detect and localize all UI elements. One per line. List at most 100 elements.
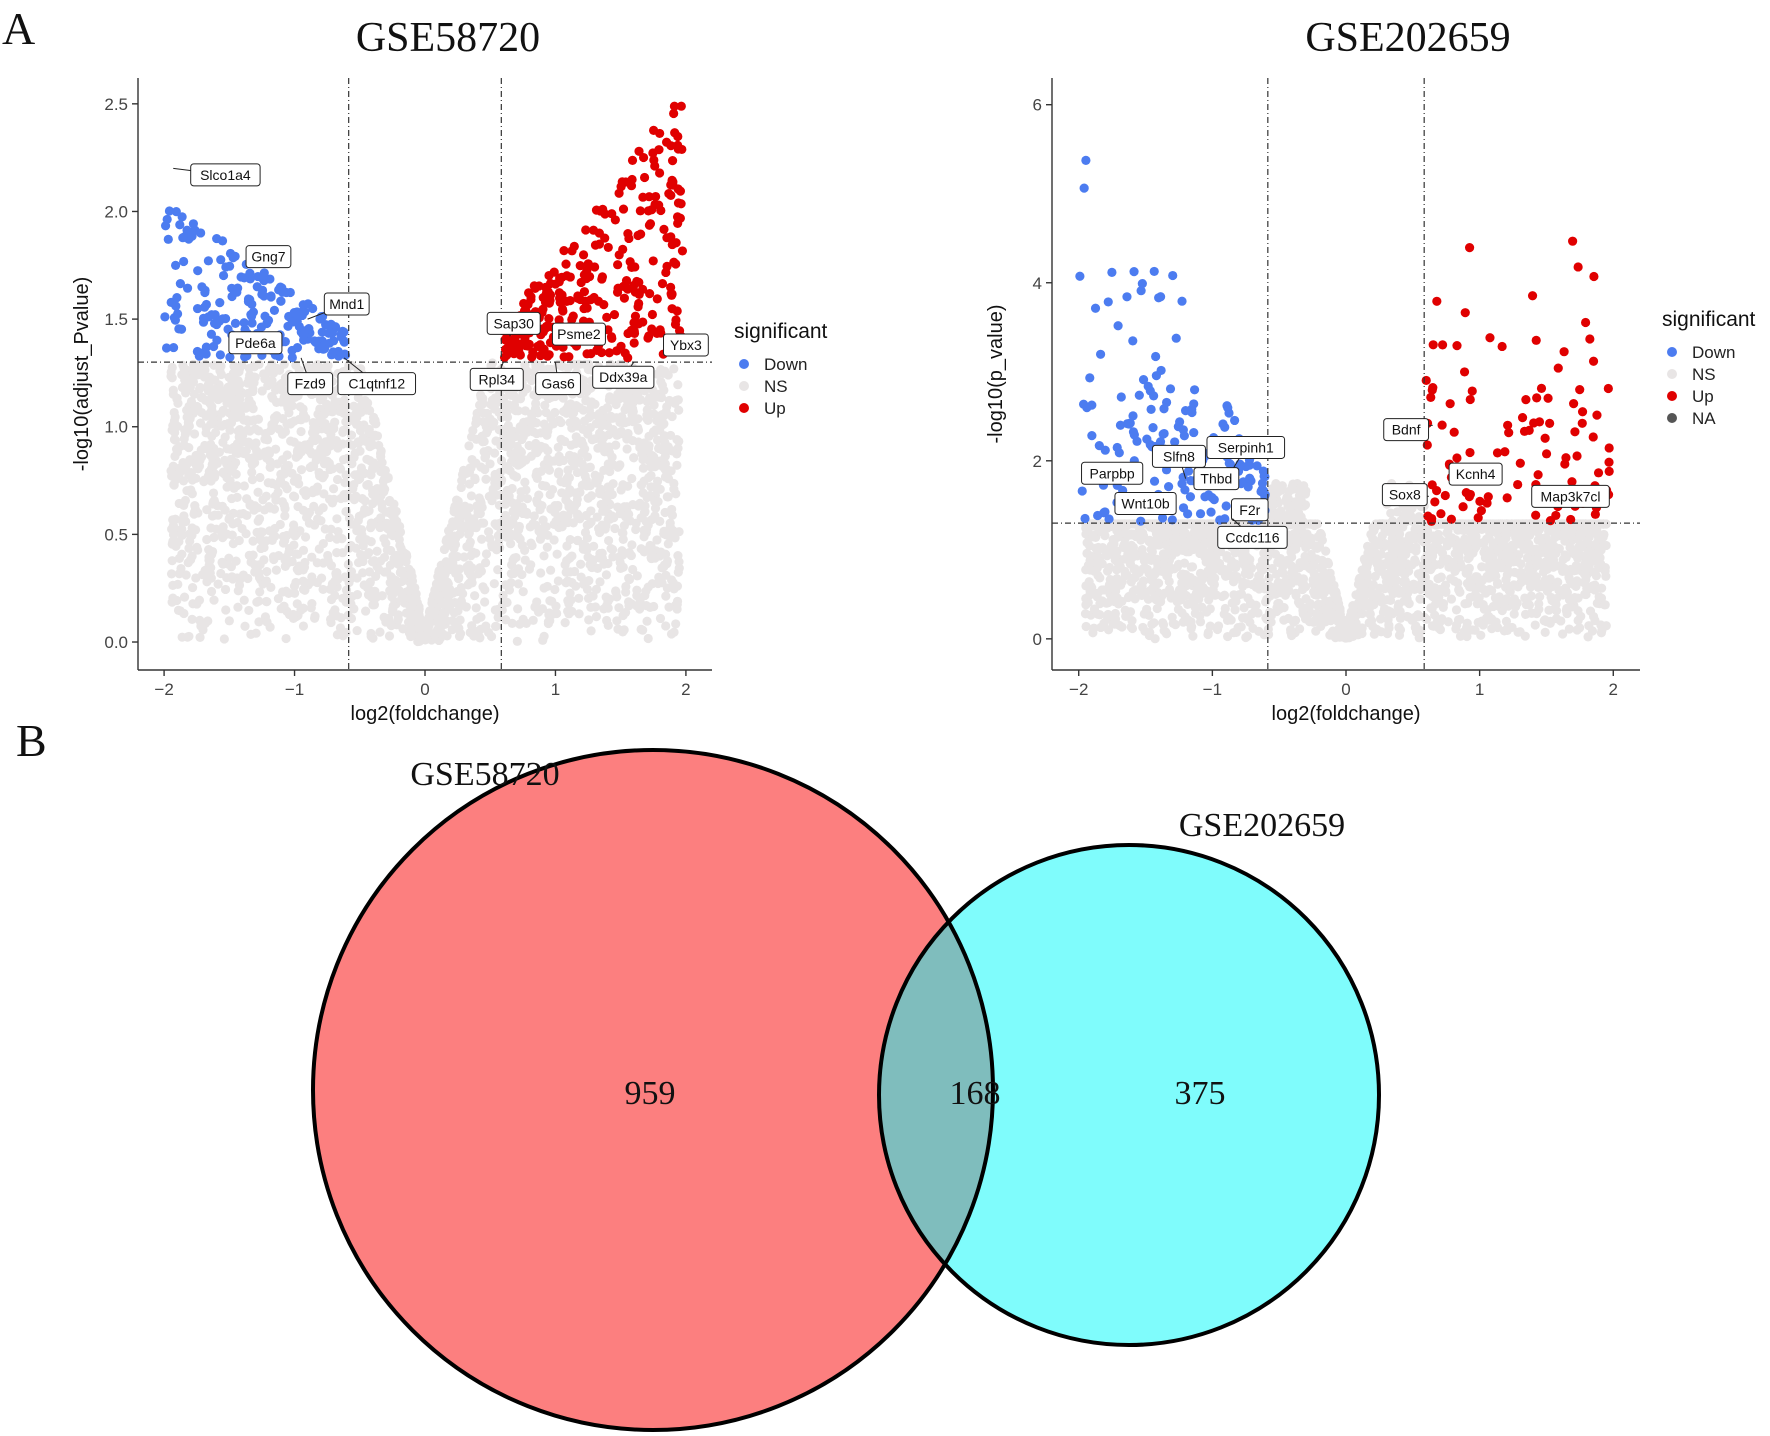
- ns-point: [544, 465, 555, 475]
- up-point: [567, 246, 577, 256]
- ns-point: [506, 426, 516, 437]
- gene-label: Gas6: [541, 376, 575, 392]
- down-point: [239, 318, 249, 328]
- ns-point: [506, 438, 516, 449]
- ns-point: [601, 570, 612, 580]
- ns-point: [197, 392, 207, 402]
- down-point: [218, 270, 229, 281]
- ns-point: [582, 584, 593, 594]
- ns-point: [298, 621, 309, 631]
- ns-point: [437, 598, 447, 608]
- ns-point: [347, 440, 357, 450]
- down-point: [221, 262, 231, 272]
- ns-point: [1271, 487, 1281, 497]
- ns-point: [560, 560, 570, 570]
- up-points: [499, 101, 688, 363]
- ns-point: [312, 453, 322, 463]
- ns-point: [610, 523, 620, 534]
- volcano-plot-1: −2 −1 0 1 20.00.51.01.52.02.5log2(foldchange…: [71, 78, 828, 725]
- ns-point: [608, 544, 618, 555]
- down-point: [245, 268, 255, 278]
- ns-point: [580, 444, 590, 454]
- down-point: [294, 321, 304, 332]
- ns-point: [242, 378, 253, 388]
- ns-point: [268, 364, 278, 374]
- ns-point: [318, 538, 328, 549]
- y-tick-label: 2.5: [104, 95, 128, 114]
- up-point: [614, 188, 624, 198]
- down-point: [201, 349, 211, 359]
- ns-point: [358, 568, 368, 578]
- ns-point: [227, 493, 237, 504]
- ns-point: [263, 478, 273, 488]
- ns-point: [1088, 628, 1098, 638]
- up-point: [657, 279, 668, 289]
- ns-point: [566, 505, 576, 515]
- ns-point: [582, 452, 593, 462]
- down-point: [285, 287, 295, 298]
- ns-point: [1147, 619, 1157, 629]
- ns-point: [458, 589, 468, 599]
- down-point: [263, 315, 273, 326]
- ns-point: [324, 458, 334, 468]
- ns-point: [536, 466, 546, 477]
- ns-point: [282, 419, 292, 429]
- ns-point: [666, 575, 677, 585]
- volcano-2-title: GSE202659: [1305, 15, 1511, 61]
- ns-point: [209, 497, 220, 507]
- ns-point: [1164, 584, 1175, 594]
- down-point: [169, 313, 180, 323]
- gene-label: Sap30: [493, 315, 534, 331]
- ns-point: [1532, 560, 1542, 571]
- ns-point: [291, 360, 301, 370]
- ns-point: [276, 478, 286, 488]
- ns-point: [602, 615, 612, 626]
- ns-point: [551, 601, 561, 611]
- ns-point: [232, 518, 243, 528]
- ns-point: [493, 612, 503, 623]
- ns-point: [233, 602, 243, 612]
- ns-point: [369, 556, 379, 566]
- ns-point: [1093, 545, 1104, 555]
- ns-point: [365, 523, 376, 533]
- ns-point: [605, 466, 615, 477]
- ns-point: [618, 528, 628, 538]
- ns-point: [298, 505, 309, 515]
- ns-point: [599, 559, 609, 569]
- ns-point: [349, 604, 359, 614]
- ns-point: [592, 512, 602, 522]
- ns-point: [356, 468, 367, 478]
- ns-point: [318, 584, 328, 595]
- ns-point: [572, 467, 583, 478]
- gene-label: C1qtnf12: [348, 376, 405, 392]
- up-point: [676, 101, 686, 111]
- up-point: [623, 353, 633, 363]
- ns-point: [638, 625, 648, 635]
- ns-point: [242, 510, 252, 521]
- up-point: [582, 265, 592, 275]
- ns-point: [483, 527, 494, 537]
- down-point: [225, 352, 235, 362]
- ns-point: [493, 565, 503, 575]
- ns-point: [414, 636, 425, 646]
- up-point: [650, 161, 660, 171]
- volcano-plot-2: −2 −1 0 1 20246log2(foldchange)-log10(p_valu…: [985, 78, 1756, 725]
- ns-point: [543, 455, 553, 465]
- ns-point: [554, 467, 564, 477]
- up-point: [677, 144, 687, 155]
- down-point: [172, 292, 182, 303]
- ns-point: [167, 556, 177, 566]
- ns-point: [185, 536, 195, 546]
- down-point: [232, 287, 242, 297]
- ns-point: [565, 588, 575, 598]
- ns-point: [1540, 557, 1551, 567]
- ns-point: [224, 513, 235, 523]
- up-point: [559, 245, 569, 256]
- ns-point: [549, 535, 559, 545]
- ns-point: [597, 548, 607, 558]
- up-point: [661, 267, 671, 278]
- ns-point: [397, 593, 407, 603]
- ns-point: [522, 384, 532, 394]
- ns-point: [578, 544, 588, 554]
- ns-point: [449, 504, 459, 514]
